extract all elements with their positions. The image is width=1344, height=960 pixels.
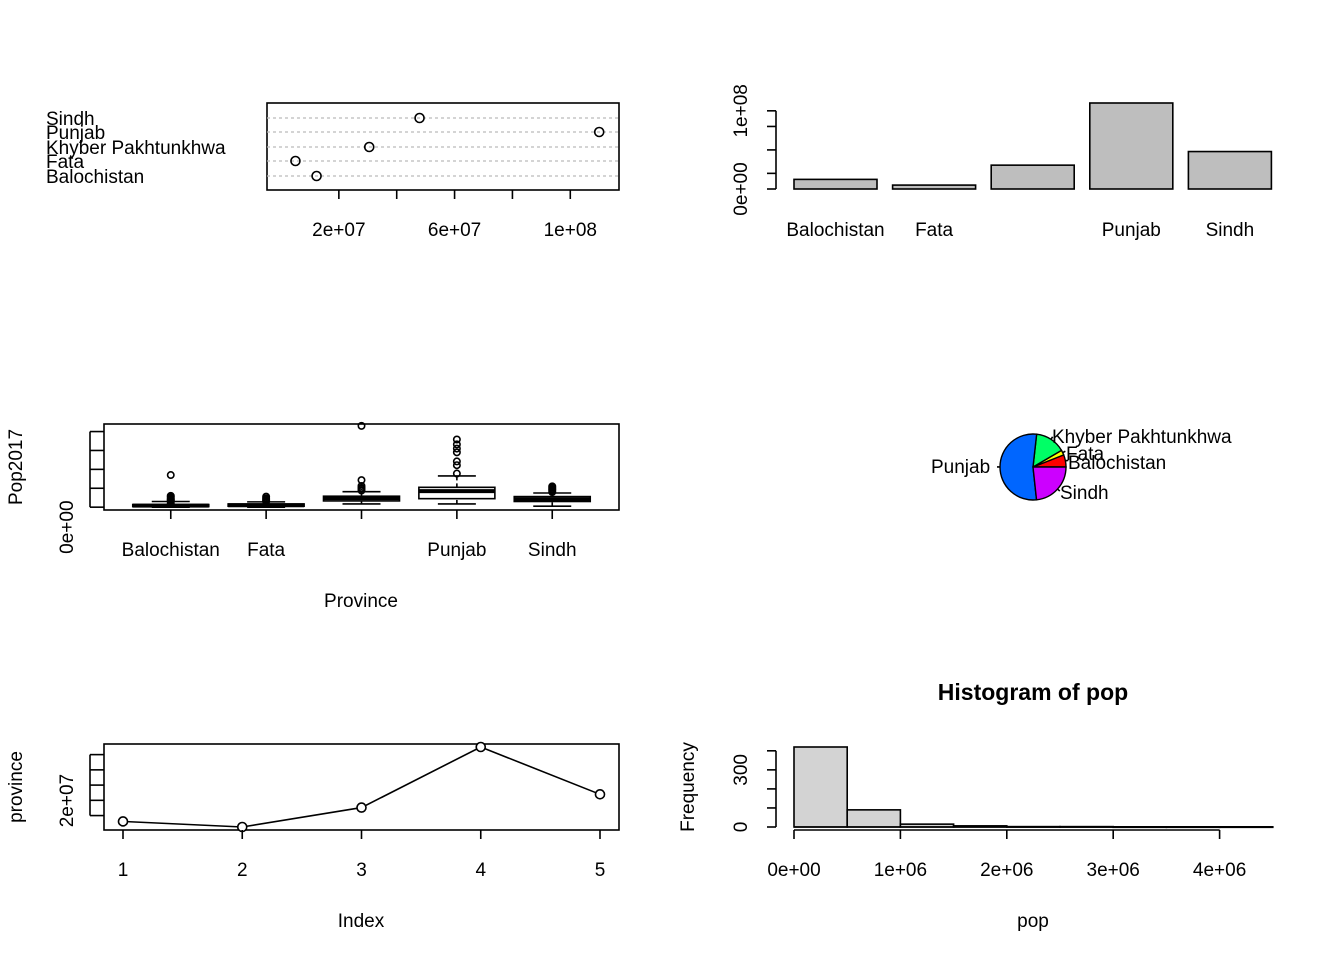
histogram-y-axis-label: Frequency	[678, 742, 699, 832]
box-outlier	[452, 440, 461, 449]
lineplot-point	[356, 802, 367, 813]
box-outlier	[357, 421, 366, 430]
pie-slice	[1032, 466, 1067, 501]
bar	[1089, 102, 1174, 190]
pie-slice-label: Punjab	[931, 457, 990, 478]
lineplot-x-tick-label: 3	[356, 860, 367, 881]
dotchart-x-tick-label: 1e+08	[544, 220, 597, 241]
dotchart-category-label: Sindh	[46, 109, 95, 130]
box-outlier	[452, 461, 461, 470]
histogram-y-tick-label: 0	[731, 822, 752, 833]
histogram-x-tick-label: 4e+06	[1193, 860, 1246, 881]
dotchart-point	[593, 126, 605, 138]
bar-category-label: Balochistan	[786, 220, 884, 241]
histogram-x-tick-label: 0e+00	[767, 860, 820, 881]
lineplot-x-tick-label: 4	[475, 860, 486, 881]
bar	[793, 178, 878, 190]
histogram-x-tick-label: 1e+06	[874, 860, 927, 881]
bar	[891, 184, 977, 190]
dotchart-category-label: Fata	[46, 152, 84, 173]
dotchart-category-label: Punjab	[46, 123, 105, 144]
lineplot-point	[117, 816, 129, 827]
barplot-panel: Balochistan Fata Punjab Sindh 0e+00 1e+08	[731, 84, 1273, 241]
bar-category-label: Punjab	[1102, 220, 1161, 241]
lineplot-x-axis-label: Index	[338, 911, 385, 932]
boxplot-category-label: Balochistan	[122, 540, 220, 561]
bar	[1187, 150, 1273, 190]
box-outlier	[548, 482, 557, 491]
dotchart-point	[414, 112, 425, 124]
boxplot-x-axis-label: Province	[324, 591, 398, 612]
dotchart-x-tick-label: 2e+07	[312, 220, 365, 241]
histogram-bar	[846, 809, 902, 828]
histogram-title: Histogram of pop	[938, 679, 1128, 705]
boxplot-category-label: Sindh	[528, 540, 577, 561]
dotchart-point	[290, 155, 301, 167]
lineplot-panel: 1 2 3 4 5 2e+07 Index province	[6, 741, 620, 932]
bar-category-label: Sindh	[1206, 220, 1255, 241]
box-outlier	[357, 476, 366, 485]
box-outlier	[452, 469, 461, 478]
bar-y-tick-label: 1e+08	[731, 84, 752, 137]
lineplot-x-tick-label: 1	[118, 860, 129, 881]
histogram-x-tick-label: 2e+06	[980, 860, 1033, 881]
histogram-y-tick-label: 300	[731, 754, 752, 786]
lineplot-y-axis-label: province	[6, 751, 27, 823]
lineplot-plot-frame	[103, 743, 620, 831]
lineplot-point	[594, 789, 606, 800]
lineplot-y-tick-label: 2e+07	[57, 774, 78, 827]
dotchart-category-label: Balochistan	[46, 167, 144, 188]
pie-slice-label: Fata	[1066, 444, 1104, 465]
box-outlier	[166, 471, 175, 480]
box-outlier	[452, 448, 461, 457]
dotchart-point	[363, 141, 375, 153]
box-outlier	[452, 435, 461, 444]
lineplot-x-tick-label: 5	[595, 860, 606, 881]
boxplot-category-label: Fata	[247, 540, 285, 561]
lineplot-point	[475, 741, 487, 753]
boxplot-y-axis-label: Pop2017	[6, 429, 27, 505]
dotchart-category-label: Khyber Pakhtunkhwa	[46, 138, 226, 159]
pie-slice-label: Khyber Pakhtunkhwa	[1052, 427, 1232, 448]
histogram-x-tick-label: 3e+06	[1087, 860, 1140, 881]
box-outlier	[166, 491, 175, 500]
histogram-bar	[793, 746, 849, 828]
pie-slice-label: Sindh	[1060, 483, 1109, 504]
pie-slice	[999, 433, 1038, 501]
box-outlier	[452, 444, 461, 453]
dotchart-point	[311, 170, 322, 182]
pie-slice-label: Balochistan	[1068, 453, 1166, 474]
histogram-x-axis-label: pop	[1017, 911, 1049, 932]
boxplot-y-tick-label: 0e+00	[57, 500, 78, 553]
pie-label-leader	[1062, 450, 1066, 454]
pie-label-leader	[1050, 436, 1054, 440]
lineplot-series-line	[122, 746, 601, 828]
bar	[990, 164, 1076, 190]
box-outlier	[262, 492, 271, 501]
box-outlier	[452, 457, 461, 466]
lineplot-x-tick-label: 2	[237, 860, 248, 881]
bar-category-label: Fata	[915, 220, 953, 241]
histogram-panel: 0e+00 1e+06 2e+06 3e+06 4e+06 0 300 Histogram o…	[678, 679, 1274, 932]
pie-label-leader	[1057, 488, 1061, 492]
boxplot-category-label: Punjab	[427, 540, 486, 561]
pie-label-leader	[1065, 459, 1069, 462]
boxplot-panel: Balochistan Fata Punjab Sindh 0e+00 Province P…	[6, 421, 620, 612]
bar-y-tick-label: 0e+00	[731, 162, 752, 215]
dotchart-x-tick-label: 6e+07	[428, 220, 481, 241]
